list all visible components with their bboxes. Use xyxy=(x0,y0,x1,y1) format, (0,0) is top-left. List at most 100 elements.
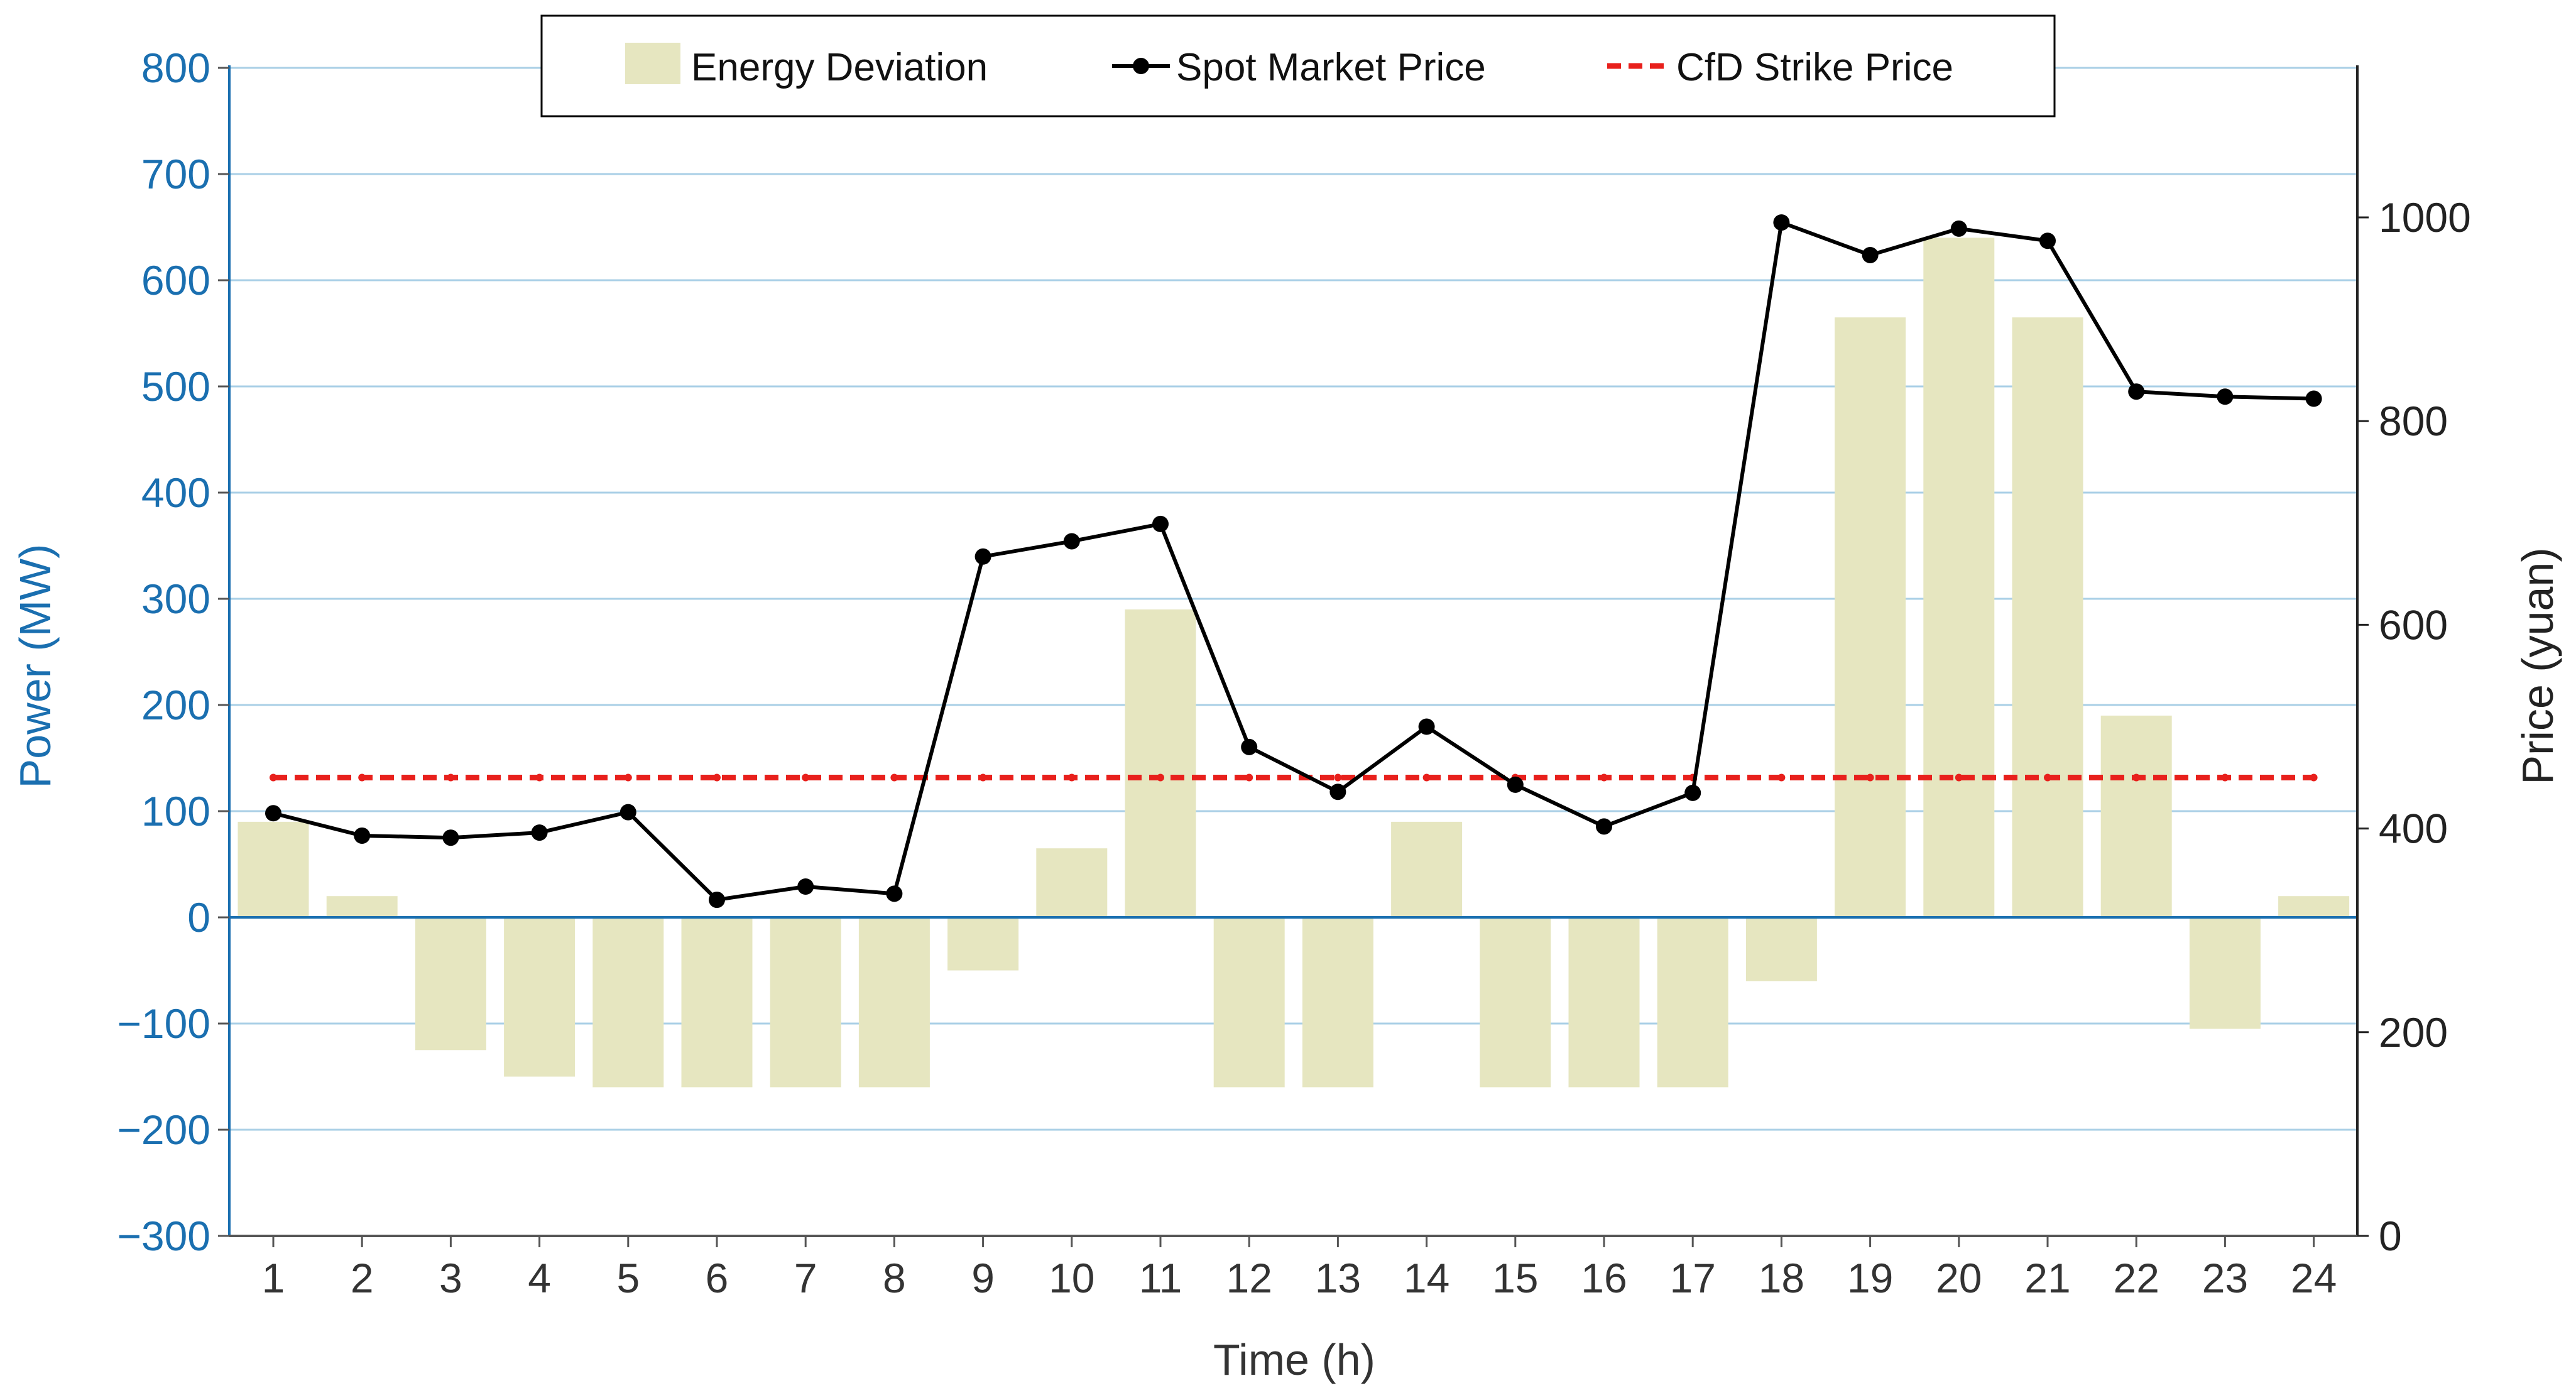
marker-spot-market-price xyxy=(1063,533,1080,550)
marker-spot-market-price xyxy=(354,827,371,844)
bar-energy-deviation xyxy=(1657,917,1728,1088)
bar-energy-deviation xyxy=(1923,238,1995,917)
y-tick-label: 100 xyxy=(141,788,210,834)
y-tick-label: −200 xyxy=(117,1106,210,1153)
y-tick-label: −100 xyxy=(117,1000,210,1047)
marker-cfd-strike-price xyxy=(1600,773,1608,782)
bar-energy-deviation xyxy=(326,896,398,917)
x-tick-label: 16 xyxy=(1581,1255,1627,1301)
y2-tick-label: 1000 xyxy=(2379,194,2471,241)
marker-cfd-strike-price xyxy=(890,773,898,782)
marker-spot-market-price xyxy=(2128,383,2145,400)
marker-spot-market-price xyxy=(797,878,814,895)
bar-energy-deviation xyxy=(237,821,309,917)
x-tick-label: 20 xyxy=(1936,1255,1982,1301)
x-tick-label: 12 xyxy=(1226,1255,1272,1301)
x-tick-label: 3 xyxy=(439,1255,462,1301)
x-tick-label: 21 xyxy=(2024,1255,2070,1301)
marker-spot-market-price xyxy=(1596,818,1612,835)
legend-box xyxy=(540,14,2056,117)
x-tick-label: 8 xyxy=(883,1255,906,1301)
bar-energy-deviation xyxy=(1125,609,1196,917)
x-tick-label: 15 xyxy=(1492,1255,1538,1301)
marker-spot-market-price xyxy=(2039,232,2056,249)
marker-spot-market-price xyxy=(1684,784,1701,801)
legend: Energy Deviation Spot Market Price CfD S… xyxy=(540,14,2056,117)
marker-cfd-strike-price xyxy=(979,773,987,782)
x-tick-label: 1 xyxy=(262,1255,285,1301)
bar-energy-deviation xyxy=(1213,917,1285,1088)
marker-spot-market-price xyxy=(1950,220,1967,237)
x-axis-title: Time (h) xyxy=(1213,1335,1375,1384)
x-tick-label: 9 xyxy=(971,1255,995,1301)
marker-cfd-strike-price xyxy=(1955,773,1963,782)
marker-cfd-strike-price xyxy=(1422,773,1431,782)
bar-energy-deviation xyxy=(858,917,930,1088)
marker-spot-market-price xyxy=(974,548,991,565)
bar-energy-deviation xyxy=(1391,821,1463,917)
marker-cfd-strike-price xyxy=(1334,773,1342,782)
marker-spot-market-price xyxy=(1773,214,1790,231)
marker-cfd-strike-price xyxy=(1866,773,1874,782)
y-tick-label: 800 xyxy=(141,45,210,91)
y-tick-label: 700 xyxy=(141,151,210,197)
marker-cfd-strike-price xyxy=(2132,773,2141,782)
line-layer xyxy=(265,214,2322,909)
y-tick-label: 600 xyxy=(141,257,210,303)
x-tick-label: 24 xyxy=(2291,1255,2337,1301)
marker-cfd-strike-price xyxy=(624,773,632,782)
y2-tick-label: 400 xyxy=(2379,806,2448,852)
marker-spot-market-price xyxy=(1152,515,1169,532)
grid-layer xyxy=(229,67,2357,1131)
marker-spot-market-price xyxy=(265,805,281,822)
x-tick-label: 10 xyxy=(1049,1255,1094,1301)
y-tick-label: 0 xyxy=(187,894,210,941)
x-tick-label: 5 xyxy=(616,1255,640,1301)
marker-spot-market-price xyxy=(1418,718,1435,735)
y-tick-label: 400 xyxy=(141,469,210,516)
legend-marker-spot-market-price xyxy=(1133,58,1149,74)
marker-spot-market-price xyxy=(1862,246,1879,263)
x-tick-label: 13 xyxy=(1315,1255,1361,1301)
x-tick-label: 22 xyxy=(2113,1255,2159,1301)
marker-cfd-strike-price xyxy=(2221,773,2229,782)
bar-energy-deviation xyxy=(1835,317,1906,917)
y2-tick-label: 800 xyxy=(2379,398,2448,444)
marker-spot-market-price xyxy=(1241,738,1258,755)
x-tick-label: 19 xyxy=(1847,1255,1893,1301)
bar-energy-deviation xyxy=(770,917,841,1088)
y-tick-label: 500 xyxy=(141,363,210,410)
x-tick-label: 2 xyxy=(351,1255,374,1301)
marker-spot-market-price xyxy=(1329,784,1346,800)
marker-cfd-strike-price xyxy=(1067,773,1076,782)
plot-frame xyxy=(228,65,2359,1237)
marker-cfd-strike-price xyxy=(713,773,721,782)
bar-energy-deviation xyxy=(1302,917,1373,1088)
marker-spot-market-price xyxy=(709,892,725,909)
tick-layer: 8007006005004003002001000−100−200−300100… xyxy=(117,45,2471,1301)
marker-spot-market-price xyxy=(1507,776,1524,793)
y2-tick-label: 600 xyxy=(2379,601,2448,648)
bar-energy-deviation xyxy=(681,917,753,1088)
bar-energy-deviation xyxy=(2189,917,2261,1029)
y-tick-label: 200 xyxy=(141,682,210,728)
y-tick-label: −300 xyxy=(117,1213,210,1259)
y2-axis-title: Price (yuan) xyxy=(2513,547,2562,784)
marker-cfd-strike-price xyxy=(1777,773,1786,782)
legend-label-cfd-strike-price: CfD Strike Price xyxy=(1676,46,1953,89)
y2-tick-label: 200 xyxy=(2379,1009,2448,1056)
marker-cfd-strike-price xyxy=(1245,773,1253,782)
marker-spot-market-price xyxy=(2217,388,2234,405)
marker-spot-market-price xyxy=(886,885,903,902)
marker-cfd-strike-price xyxy=(1157,773,1164,782)
marker-cfd-strike-price xyxy=(270,773,277,782)
marker-spot-market-price xyxy=(442,829,459,846)
legend-label-energy-deviation: Energy Deviation xyxy=(691,46,988,89)
legend-swatch-energy-deviation xyxy=(625,43,680,84)
bar-energy-deviation xyxy=(2278,896,2350,917)
marker-spot-market-price xyxy=(531,824,548,841)
y-axis-title: Power (MW) xyxy=(11,544,60,789)
x-tick-label: 4 xyxy=(528,1255,551,1301)
